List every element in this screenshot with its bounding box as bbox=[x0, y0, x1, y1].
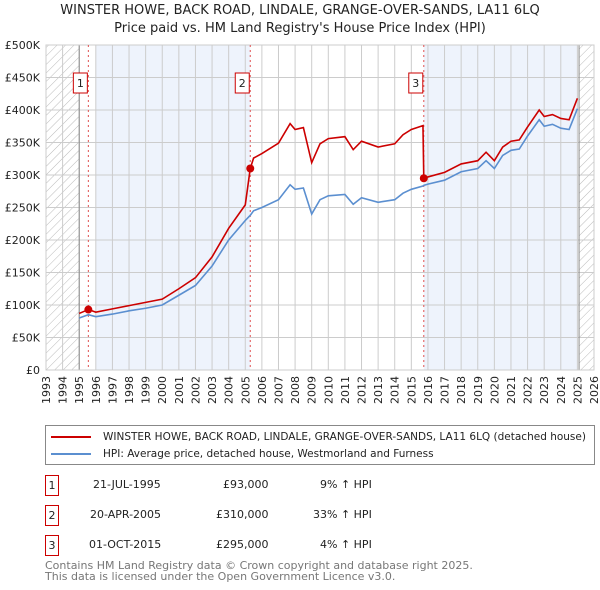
y-tick-label: £50K bbox=[12, 332, 41, 345]
x-tick-label: 2026 bbox=[588, 376, 600, 404]
sale-row-2: 2 20-APR-2005 £310,000 33% ↑ HPI bbox=[45, 505, 445, 526]
sale-label: 2 bbox=[239, 77, 246, 90]
y-tick-label: £100K bbox=[5, 299, 41, 312]
price-paid-line bbox=[78, 98, 579, 315]
x-tick-label: 2001 bbox=[173, 376, 186, 404]
chart-title: WINSTER HOWE, BACK ROAD, LINDALE, GRANGE… bbox=[60, 3, 540, 18]
y-tick-label: £200K bbox=[5, 234, 41, 247]
sale-label-box bbox=[72, 72, 88, 94]
legend-item-property: WINSTER HOWE, BACK ROAD, LINDALE, GRANGE… bbox=[46, 428, 586, 446]
x-tick-label: 2023 bbox=[538, 376, 551, 404]
sale-row-3: 3 01-OCT-2015 £295,000 4% ↑ HPI bbox=[45, 535, 445, 556]
x-tick-label: 2024 bbox=[555, 376, 568, 404]
x-tick-label: 1997 bbox=[106, 376, 119, 404]
x-tick-label: 1995 bbox=[73, 376, 86, 404]
y-tick-label: £250K bbox=[5, 202, 41, 215]
y-tick-label: £500K bbox=[5, 39, 41, 52]
sale-label: 1 bbox=[77, 77, 84, 90]
footer: Contains HM Land Registry data © Crown c… bbox=[45, 559, 473, 583]
sale-label-box bbox=[408, 72, 424, 94]
y-tick-label: £450K bbox=[5, 72, 41, 85]
chart-subtitle: Price paid vs. HM Land Registry's House … bbox=[114, 21, 486, 36]
hpi-line bbox=[78, 108, 579, 319]
x-tick-label: 2002 bbox=[189, 376, 202, 404]
x-tick-label: 1993 bbox=[40, 376, 53, 404]
sale-point bbox=[84, 305, 93, 314]
x-tick-label: 2009 bbox=[306, 376, 319, 404]
legend-swatch-blue bbox=[51, 453, 91, 455]
plot-border bbox=[45, 44, 595, 371]
x-tick-label: 2000 bbox=[156, 376, 169, 404]
x-tick-label: 2025 bbox=[571, 376, 584, 404]
x-tick-label: 2010 bbox=[322, 376, 335, 404]
y-tick-label: £350K bbox=[5, 137, 41, 150]
sale-row-1: 1 21-JUL-1995 £93,000 9% ↑ HPI bbox=[45, 475, 445, 496]
x-tick-label: 2016 bbox=[422, 376, 435, 404]
sale-point bbox=[419, 174, 428, 183]
sale-label: 3 bbox=[412, 77, 419, 90]
x-tick-label: 2007 bbox=[272, 376, 285, 404]
y-tick-label: £400K bbox=[5, 104, 41, 117]
x-tick-label: 1994 bbox=[57, 376, 70, 404]
x-tick-label: 2017 bbox=[439, 376, 452, 404]
legend: WINSTER HOWE, BACK ROAD, LINDALE, GRANGE… bbox=[45, 425, 595, 465]
legend-swatch-red bbox=[51, 436, 91, 438]
y-tick-label: £150K bbox=[5, 267, 41, 280]
sale-label-box bbox=[234, 72, 250, 94]
chart: 1993 1994 1995 1996 1997 1998 1999 2000 2001 2002… bbox=[5, 39, 600, 404]
y-tick-label: £300K bbox=[5, 169, 41, 182]
y-tick-label: £0 bbox=[26, 364, 40, 377]
x-tick-label: 2012 bbox=[356, 376, 369, 404]
x-tick-label: 2006 bbox=[256, 376, 269, 404]
x-tick-label: 2021 bbox=[505, 376, 518, 404]
x-tick-label: 2011 bbox=[339, 376, 352, 404]
x-tick-label: 2004 bbox=[223, 376, 236, 404]
legend-item-hpi: HPI: Average price, detached house, West… bbox=[46, 445, 434, 463]
x-tick-label: 2013 bbox=[372, 376, 385, 404]
x-tick-label: 2018 bbox=[455, 376, 468, 404]
sale-point bbox=[246, 164, 255, 173]
x-tick-label: 2003 bbox=[206, 376, 219, 404]
x-tick-label: 2014 bbox=[389, 376, 402, 404]
x-tick-label: 2005 bbox=[239, 376, 252, 404]
x-tick-label: 2019 bbox=[472, 376, 485, 404]
x-tick-label: 2020 bbox=[488, 376, 501, 404]
x-tick-label: 2015 bbox=[405, 376, 418, 404]
x-tick-label: 2022 bbox=[522, 376, 535, 404]
x-tick-label: 1998 bbox=[123, 376, 136, 404]
x-tick-label: 1996 bbox=[90, 376, 103, 404]
x-tick-label: 1999 bbox=[140, 376, 153, 404]
x-tick-label: 2008 bbox=[289, 376, 302, 404]
